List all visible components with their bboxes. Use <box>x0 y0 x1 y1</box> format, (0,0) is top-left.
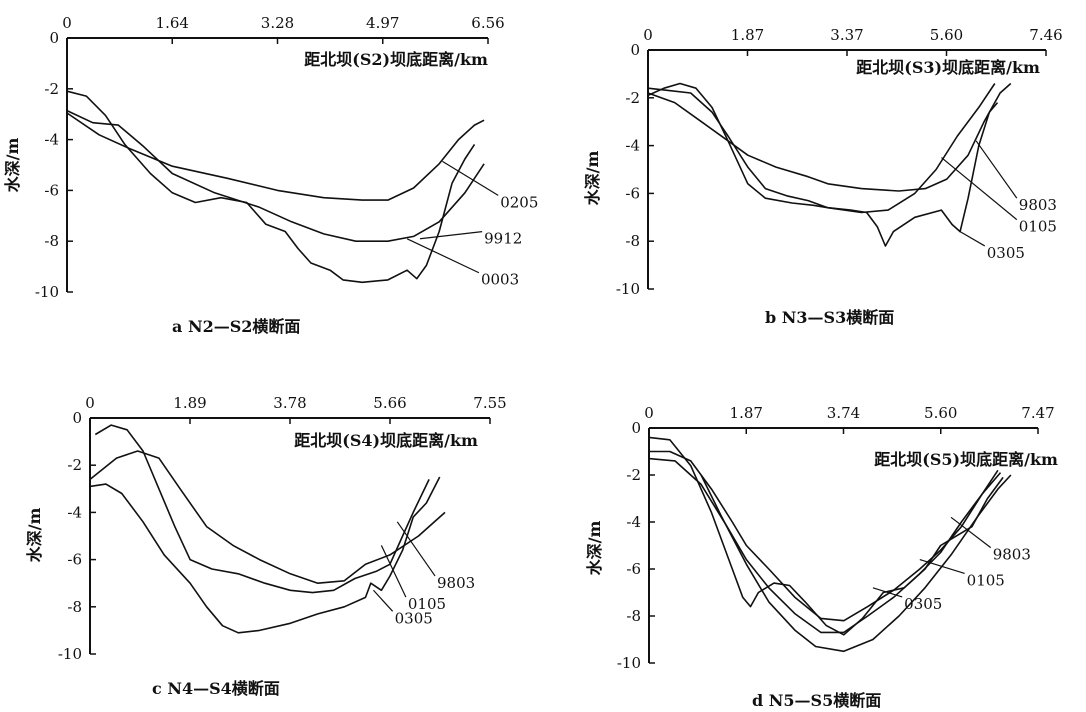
y-axis-title: 水深/m <box>585 521 604 576</box>
y-tick-label: -8 <box>625 232 640 250</box>
series-line-0305 <box>647 82 999 247</box>
x-tick-label: 0 <box>85 394 95 412</box>
x-tick-label: 5.66 <box>373 394 406 412</box>
series-line-unlabeled-3 <box>700 474 1012 653</box>
panel-caption: a N2—S2横断面 <box>172 317 300 336</box>
y-tick-label: 0 <box>49 29 59 47</box>
x-tick-label: 3.74 <box>827 404 860 422</box>
x-tick-label: 5.60 <box>924 404 957 422</box>
series-label-9803: 9803 <box>1019 196 1057 214</box>
series-leader-line <box>872 587 903 598</box>
chart-panels: 0 1.64 3.28 4.97 6.56 0 -2 -4 -6 -8 -10 距北坝(S2)坝底距离… <box>3 14 1063 710</box>
chart-panel-d: 0 1.87 3.74 5.60 7.47 0 -2 -4 -6 -8 -10 距北坝(S5)坝底距离… <box>585 404 1058 710</box>
x-axis-title: 距北坝(S2)坝底距离/km <box>304 50 488 69</box>
y-tick-label: -10 <box>617 654 641 672</box>
y-tick-label: -6 <box>44 181 59 199</box>
series-leader-line <box>419 231 483 240</box>
series-line-9912 <box>66 109 485 242</box>
series-label-9803: 9803 <box>993 546 1031 564</box>
y-axis-title: 水深/m <box>3 138 22 193</box>
series-label-0305: 0305 <box>395 609 433 627</box>
series-leader-line <box>380 545 407 598</box>
y-tick-label: -10 <box>616 280 640 298</box>
x-tick-label: 1.64 <box>156 14 189 32</box>
panel-caption: c N4—S4横断面 <box>152 679 280 698</box>
y-tick-label: -10 <box>58 645 82 663</box>
y-tick-label: -8 <box>67 598 82 616</box>
x-tick-label: 0 <box>62 14 72 32</box>
chart-panel-c: 0 1.89 3.78 5.66 7.55 0 -2 -4 -6 -8 -10 距北坝(S4)坝底距离… <box>25 394 507 698</box>
x-tick-label: 1.87 <box>730 404 763 422</box>
y-tick-label: 0 <box>72 409 82 427</box>
series-line-9803 <box>89 450 446 584</box>
y-tick-label: -6 <box>626 560 641 578</box>
y-tick-label: -2 <box>44 80 59 98</box>
x-axis-title: 距北坝(S5)坝底距离/km <box>874 450 1058 469</box>
x-tick-label: 3.37 <box>830 26 863 44</box>
x-tick-label: 0 <box>644 404 654 422</box>
series-label-0105: 0105 <box>967 571 1005 589</box>
x-tick-label: 7.46 <box>1029 26 1062 44</box>
y-tick-label: -6 <box>67 551 82 569</box>
y-tick-label: 0 <box>630 41 640 59</box>
x-tick-label: 3.28 <box>261 14 294 32</box>
series-line-0105 <box>647 83 996 214</box>
series-leader-line <box>941 157 1018 221</box>
chart-panel-a: 0 1.64 3.28 4.97 6.56 0 -2 -4 -6 -8 -10 距北坝(S2)坝底距离… <box>3 14 538 336</box>
y-tick-label: -4 <box>625 137 640 155</box>
y-tick-label: -4 <box>626 513 641 531</box>
series-leader-line <box>442 160 499 196</box>
y-tick-label: -2 <box>67 456 82 474</box>
series-line-0105 <box>94 424 430 594</box>
series-leader-line <box>959 231 986 247</box>
chart-panel-b: 0 1.87 3.37 5.60 7.46 0 -2 -4 -6 -8 -10 距北坝(S3)坝底距离… <box>583 26 1063 327</box>
y-tick-label: 0 <box>631 419 641 437</box>
series-line-0105 <box>648 457 999 634</box>
x-axis-title: 距北坝(S3)坝底距离/km <box>856 58 1040 77</box>
series-line-9803 <box>647 82 1012 192</box>
y-tick-label: -8 <box>626 607 641 625</box>
x-tick-label: 7.55 <box>473 394 506 412</box>
x-tick-label: 3.78 <box>273 394 306 412</box>
x-axis-title: 距北坝(S4)坝底距离/km <box>294 431 478 450</box>
series-label-9912: 9912 <box>484 230 522 248</box>
series-label-0305: 0305 <box>987 244 1025 262</box>
series-label-0003: 0003 <box>481 271 519 289</box>
series-line-0305 <box>89 476 441 634</box>
x-tick-label: 0 <box>643 26 653 44</box>
y-tick-label: -8 <box>44 232 59 250</box>
series-label-0205: 0205 <box>500 193 538 211</box>
series-line-0205 <box>66 112 485 201</box>
panel-caption: d N5—S5横断面 <box>752 691 881 710</box>
y-tick-label: -10 <box>35 283 59 301</box>
y-axis-title: 水深/m <box>25 508 44 563</box>
x-tick-label: 1.89 <box>173 394 206 412</box>
y-tick-label: -4 <box>44 131 59 149</box>
series-leader-line <box>950 516 992 549</box>
series-line-0003 <box>66 90 476 284</box>
series-leader-line <box>975 140 1018 199</box>
y-tick-label: -4 <box>67 503 82 521</box>
series-label-0105: 0105 <box>1019 218 1057 236</box>
x-tick-label: 6.56 <box>471 14 504 32</box>
y-tick-label: -2 <box>625 89 640 107</box>
y-axis-title: 水深/m <box>583 151 602 206</box>
series-label-9803: 9803 <box>437 574 475 592</box>
x-tick-label: 4.97 <box>366 14 399 32</box>
x-tick-label: 1.87 <box>731 26 764 44</box>
x-tick-label: 7.47 <box>1021 404 1054 422</box>
panel-caption: b N3—S3横断面 <box>765 308 894 327</box>
series-leader-line <box>406 238 480 274</box>
series-leader-line <box>396 521 436 577</box>
series-line-0305 <box>648 436 1004 636</box>
series-leader-line <box>373 589 394 612</box>
x-tick-label: 5.60 <box>930 26 963 44</box>
y-tick-label: -6 <box>625 184 640 202</box>
y-tick-label: -2 <box>626 466 641 484</box>
series-label-0105: 0105 <box>408 595 446 613</box>
